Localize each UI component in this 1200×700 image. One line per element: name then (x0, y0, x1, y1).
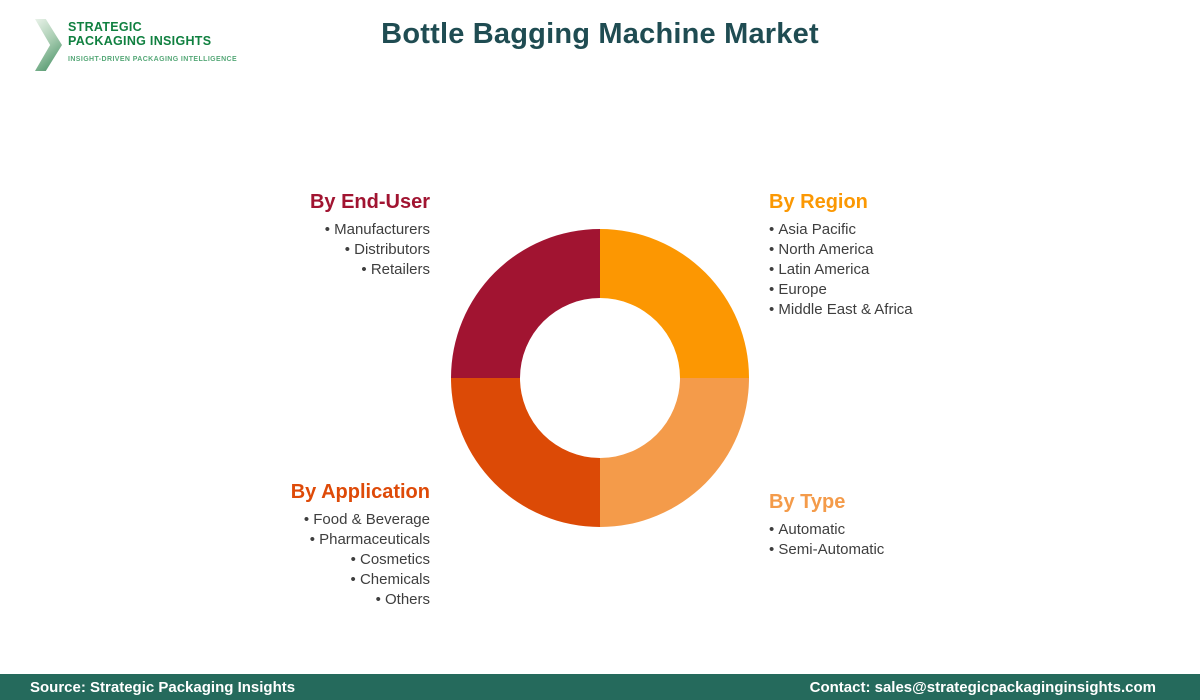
donut-segment-type (600, 378, 749, 527)
brand-tagline: INSIGHT-DRIVEN PACKAGING INTELLIGENCE (68, 56, 238, 63)
list-item: Distributors (310, 240, 430, 260)
brand-name-line1: STRATEGIC (68, 20, 142, 34)
list-item: Food & Beverage (291, 510, 430, 530)
list-item: Pharmaceuticals (291, 530, 430, 550)
list-item: Automatic (769, 520, 884, 540)
footer-contact: Contact: sales@strategicpackaginginsight… (809, 678, 1156, 696)
section-type: By Type Automatic Semi-Automatic (769, 490, 884, 560)
list-item: Latin America (769, 260, 913, 280)
section-heading-region: By Region (769, 191, 868, 213)
donut-segment-application (451, 378, 600, 527)
list-item: Middle East & Africa (769, 300, 912, 320)
section-list-type: Automatic Semi-Automatic (769, 520, 884, 560)
list-item: Europe (769, 280, 913, 300)
list-item: Semi-Automatic (769, 540, 884, 560)
brand-logo: STRATEGIC PACKAGING INSIGHTS INSIGHT-DRI… (35, 15, 237, 71)
list-item: Chemicals (291, 570, 430, 590)
footer-bar: Source: Strategic Packaging Insights Con… (0, 674, 1200, 700)
section-list-application: Food & Beverage Pharmaceuticals Cosmetic… (291, 510, 430, 610)
section-list-region: Asia Pacific North America Latin America… (769, 220, 913, 320)
section-application: By Application Food & Beverage Pharmaceu… (291, 480, 430, 610)
brand-text-block: STRATEGIC PACKAGING INSIGHTS INSIGHT-DRI… (68, 15, 237, 63)
page-title: Bottle Bagging Machine Market (381, 18, 819, 50)
footer-source: Source: Strategic Packaging Insights (30, 678, 296, 696)
list-item: Asia Pacific (769, 220, 913, 240)
list-item: Retailers (310, 260, 430, 280)
section-heading-application: By Application (290, 481, 430, 503)
list-item: Manufacturers (310, 220, 430, 240)
list-item: Cosmetics (291, 550, 430, 570)
section-heading-end-user: By End-User (309, 191, 430, 213)
section-list-end-user: Manufacturers Distributors Retailers (310, 220, 430, 280)
brand-name-line2: PACKAGING INSIGHTS (68, 34, 212, 48)
section-heading-type: By Type (769, 491, 846, 513)
list-item: Others (291, 590, 430, 610)
list-item: North America (769, 240, 913, 260)
section-region: By Region Asia Pacific North America Lat… (769, 190, 913, 320)
section-end-user: By End-User Manufacturers Distributors R… (310, 190, 430, 280)
donut-chart (451, 229, 749, 527)
donut-segment-region (600, 229, 749, 378)
donut-segment-end-user (451, 229, 600, 378)
